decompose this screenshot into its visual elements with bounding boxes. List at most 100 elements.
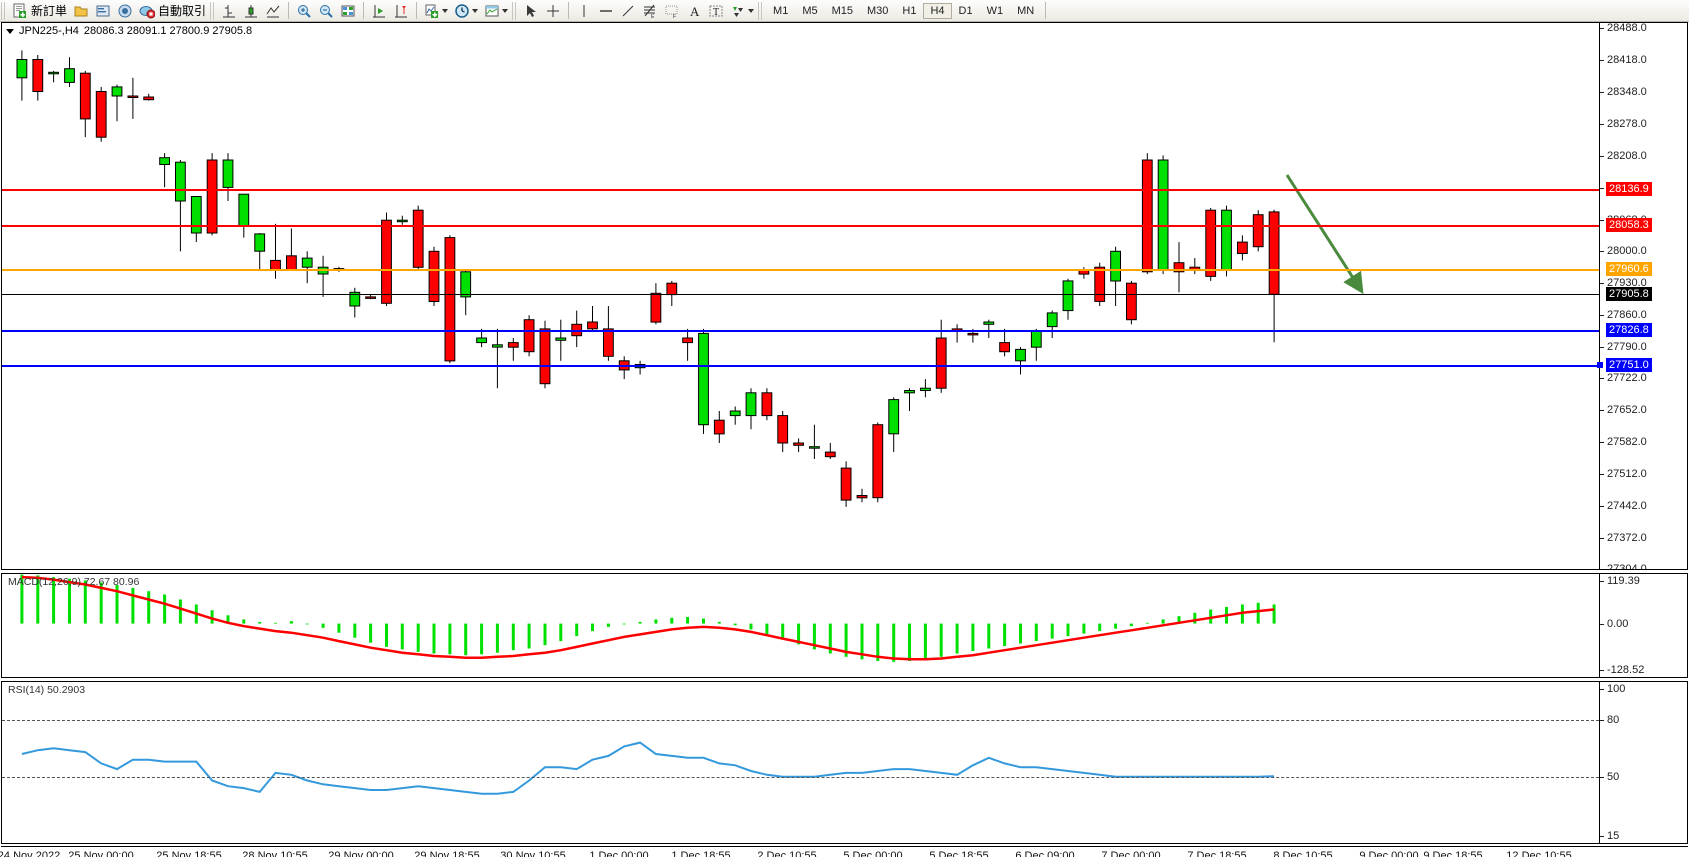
timeframe-mn[interactable]: MN xyxy=(1017,4,1035,17)
time-label: 28 Nov 10:55 xyxy=(242,850,308,857)
new-order-label: 新訂単 xyxy=(31,4,68,18)
indicators-button[interactable] xyxy=(421,1,451,21)
time-label: 30 Nov 10:55 xyxy=(500,850,566,857)
time-label: 24 Nov 2022 xyxy=(0,850,61,857)
macd-pane[interactable]: MACD(12,26,9) 72.67 80.96 119.39 0.00 -128… xyxy=(1,573,1688,678)
fibo-f-button[interactable]: F xyxy=(661,1,683,21)
price-tag-resistance-2[interactable]: 28058.3 xyxy=(1606,217,1652,232)
price-line-handle[interactable] xyxy=(1597,361,1603,368)
trendline-button[interactable] xyxy=(617,1,639,21)
time-label: 1 Dec 18:55 xyxy=(671,850,731,857)
toolbar-grip-3[interactable] xyxy=(512,1,519,20)
symbol-ohlc: 28086.3 28091.1 27800.9 27905.8 xyxy=(83,25,253,37)
terminal-button[interactable] xyxy=(92,1,114,21)
rsi-level-15 xyxy=(2,843,1599,844)
autotrading-button[interactable]: 自動取引 xyxy=(136,1,209,21)
price-line-current-price[interactable] xyxy=(2,294,1605,296)
price-pane[interactable]: JPN225-,H4 28086.3 28091.1 27800.9 27905… xyxy=(1,22,1688,570)
price-tag-pivot[interactable]: 27960.6 xyxy=(1606,262,1652,277)
indicators-caret-icon[interactable] xyxy=(442,8,449,13)
zoom-out-button[interactable] xyxy=(315,1,337,21)
zoom-in-icon xyxy=(296,3,312,19)
shapes-icon xyxy=(730,3,746,19)
svg-text:F: F xyxy=(673,14,676,19)
auto-scroll-icon xyxy=(371,3,387,19)
text-label-icon: T xyxy=(708,3,724,19)
toolbar-separator-1 xyxy=(288,2,290,19)
price-tag-current-price[interactable]: 27905.8 xyxy=(1606,287,1652,302)
symbol-header: JPN225-,H4 28086.3 28091.1 27800.9 27905… xyxy=(6,25,252,37)
time-axis[interactable]: 24 Nov 2022 25 Nov 00:00 25 Nov 18:55 28 No… xyxy=(0,846,1688,857)
toolbar-grip-4[interactable] xyxy=(758,1,765,20)
toolbar-separator-5 xyxy=(1045,2,1047,19)
price-line-support-2[interactable] xyxy=(2,364,1605,367)
hline-button[interactable] xyxy=(595,1,617,21)
main-toolbar: 新訂単 自動取引 xyxy=(0,0,1689,22)
candlestick-canvas xyxy=(16,50,1364,507)
rsi-label: RSI(14) 50.2903 xyxy=(8,684,86,696)
timeframe-m5[interactable]: M5 xyxy=(802,4,818,17)
fibo-button[interactable]: E xyxy=(639,1,661,21)
cursor-button[interactable] xyxy=(520,1,542,21)
chart-shift-button[interactable] xyxy=(390,1,412,21)
period-caret-icon[interactable] xyxy=(472,8,479,13)
new-order-button[interactable]: 新訂単 xyxy=(9,1,70,21)
rsi-level-80 xyxy=(2,719,1599,721)
chart-area[interactable]: JPN225-,H4 28086.3 28091.1 27800.9 27905… xyxy=(0,22,1689,857)
signals-button[interactable] xyxy=(114,1,136,21)
zoom-in-button[interactable] xyxy=(293,1,315,21)
shapes-caret-icon[interactable] xyxy=(748,8,755,13)
candle-chart-icon xyxy=(243,3,259,19)
chevron-down-icon[interactable] xyxy=(6,28,14,34)
price-tag-resistance-1[interactable]: 28136.9 xyxy=(1606,181,1652,196)
timeframe-m30[interactable]: M30 xyxy=(867,4,889,17)
time-label: 9 Dec 18:55 xyxy=(1423,850,1483,857)
timeframe-m1[interactable]: M1 xyxy=(773,4,789,17)
timeframe-d1[interactable]: D1 xyxy=(958,4,973,17)
signals-icon xyxy=(117,3,133,19)
time-label: 7 Dec 18:55 xyxy=(1187,850,1247,857)
price-line-pivot[interactable] xyxy=(2,269,1605,272)
price-line-resistance-1[interactable] xyxy=(2,188,1605,191)
toolbar-grip-2[interactable] xyxy=(210,1,217,20)
candle-chart-button[interactable] xyxy=(240,1,262,21)
time-label: 29 Nov 00:00 xyxy=(328,850,394,857)
time-label: 5 Dec 18:55 xyxy=(929,850,989,857)
templates-caret-icon[interactable] xyxy=(502,8,509,13)
rsi-pane[interactable]: RSI(14) 50.2903 100 80 50 15 xyxy=(1,681,1688,844)
shapes-button[interactable] xyxy=(727,1,757,21)
symbol-name: JPN225-,H4 xyxy=(19,25,79,37)
timeframe-h1[interactable]: H1 xyxy=(902,4,917,17)
rsi-axis[interactable]: 100 80 50 15 xyxy=(1599,682,1687,843)
period-button[interactable] xyxy=(451,1,481,21)
data-folder-button[interactable] xyxy=(70,1,92,21)
toolbar-separator-3 xyxy=(416,2,418,19)
auto-scroll-button[interactable] xyxy=(368,1,390,21)
toolbar-separator-4 xyxy=(568,2,570,19)
text-label-button[interactable]: T xyxy=(705,1,727,21)
templates-button[interactable] xyxy=(481,1,511,21)
data-window-button[interactable] xyxy=(337,1,359,21)
macd-axis[interactable]: 119.39 0.00 -128.52 xyxy=(1599,574,1687,677)
price-line-resistance-2[interactable] xyxy=(2,224,1605,227)
text-button[interactable]: A xyxy=(683,1,705,21)
svg-text:A: A xyxy=(690,4,700,19)
price-tag-support-2[interactable]: 27751.0 xyxy=(1606,357,1652,372)
time-label: 2 Dec 10:55 xyxy=(757,850,817,857)
rsi-level-50 xyxy=(2,776,1599,778)
time-label: 5 Dec 00:00 xyxy=(843,850,903,857)
timeframe-w1[interactable]: W1 xyxy=(986,4,1004,17)
timeframe-group: M1 M5 M15 M30 H1 H4 D1 W1 MN xyxy=(766,2,1041,19)
timeframe-m15[interactable]: M15 xyxy=(831,4,853,17)
templates-icon xyxy=(484,3,500,19)
data-folder-icon xyxy=(73,3,89,19)
bar-chart-button[interactable] xyxy=(218,1,240,21)
toolbar-grip[interactable] xyxy=(1,1,7,20)
price-line-support-1[interactable] xyxy=(2,330,1605,333)
vline-button[interactable] xyxy=(573,1,595,21)
timeframe-h4[interactable]: H4 xyxy=(923,2,952,19)
price-tag-support-1[interactable]: 27826.8 xyxy=(1606,323,1652,338)
fibo-f-icon: F xyxy=(664,3,680,20)
line-chart-button[interactable] xyxy=(262,1,284,21)
crosshair-button[interactable] xyxy=(542,1,564,21)
